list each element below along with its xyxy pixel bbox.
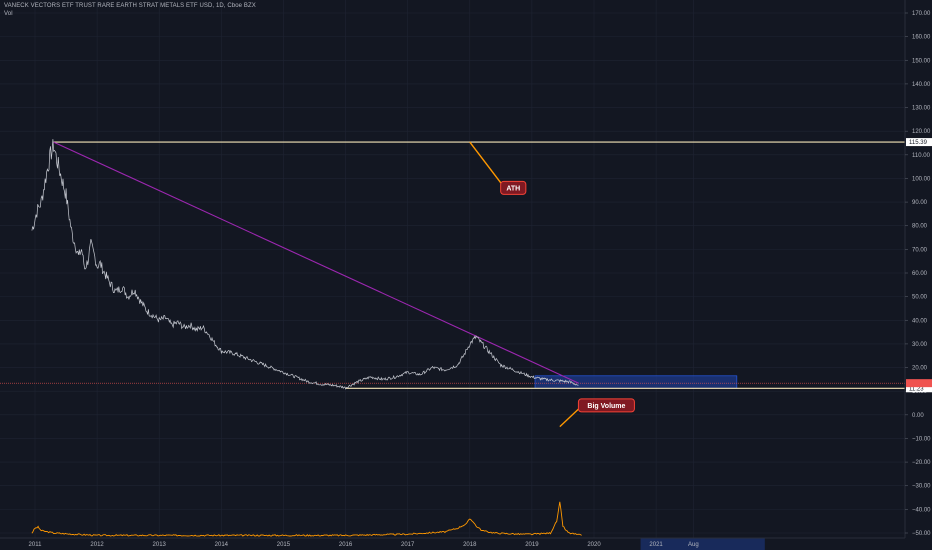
callout-text: Big Volume [587, 403, 625, 410]
price-axis-tick-label: 30.00 [912, 342, 928, 348]
price-axis-tick-label: 50.00 [912, 295, 928, 301]
drawing-annotations[interactable]: ATH Big Volume [469, 141, 635, 428]
range-box-time-highlight [640, 538, 765, 550]
price-axis-tick-label: 20.00 [912, 366, 928, 372]
price-axis-tick-label: −50.00 [912, 531, 931, 537]
price-axis-tick-label: 0.00 [912, 413, 924, 419]
callout-box[interactable] [577, 398, 635, 413]
time-axis-tick-label: 2011 [29, 542, 43, 548]
horizontal-line-price-tag [906, 384, 932, 393]
time-axis-tick-label: 2020 [587, 542, 601, 548]
callout-text: ATH [506, 185, 520, 192]
price-axis-tick-label: 80.00 [912, 224, 928, 230]
time-axis-tick-label: 2017 [401, 542, 415, 548]
horizontal-line-price-label: 115.39 [909, 140, 928, 146]
price-axis-tick-label: 130.00 [912, 106, 931, 112]
price-axis-tick-label: 40.00 [912, 318, 928, 324]
time-axis[interactable]: 2011 2012 2013 2014 2015 2016 2017 2018 2019 2020… [0, 537, 905, 548]
price-axis-tick-label: 90.00 [912, 200, 928, 206]
horizontal-line-price-tag [906, 138, 932, 147]
time-axis-tick-label: 2018 [463, 542, 477, 548]
price-axis-tick-label: −30.00 [912, 484, 931, 490]
price-axis-tick-label: 100.00 [912, 176, 931, 182]
time-axis-tick-label: 2015 [277, 542, 291, 548]
price-axis-tick-label: 170.00 [912, 11, 931, 17]
time-axis-tick-label: 2012 [90, 542, 104, 548]
data-series [31, 139, 582, 537]
callout-box[interactable] [500, 180, 527, 195]
chart-symbol-title[interactable]: VANECK VECTORS ETF TRUST RARE EARTH STRA… [4, 3, 256, 9]
price-axis-tick-label: −10.00 [912, 436, 931, 442]
price-axis-tick-label: 70.00 [912, 247, 928, 253]
price-axis-tick-label: 110.00 [912, 153, 931, 159]
time-axis-tick-label: 2013 [153, 542, 167, 548]
callout-pointer [469, 141, 506, 189]
price-axis-tick-label: 140.00 [912, 82, 931, 88]
volume-series-line [31, 501, 582, 537]
price-series-line [31, 139, 579, 390]
price-axis-tick-label: −40.00 [912, 507, 931, 513]
volume-indicator-label[interactable]: Vol [4, 11, 13, 17]
price-axis[interactable]: 170.00 160.00 150.00 140.00 130.00 120.00 110.… [904, 0, 932, 538]
drawing-shapes [0, 141, 905, 389]
current-price-tag [906, 379, 932, 388]
horizontal-line-price-label: 11.23 [909, 386, 924, 392]
grid-lines [0, 0, 905, 538]
time-axis-tick-label: Aug [688, 542, 699, 548]
time-axis-tick-label: 2014 [215, 542, 229, 548]
time-axis-tick-label: 2019 [525, 542, 539, 548]
price-axis-tick-label: 120.00 [912, 129, 931, 135]
price-axis-tick-label: 150.00 [912, 58, 931, 64]
price-axis-tick-label: 160.00 [912, 35, 931, 41]
price-axis-tick-label: −20.00 [912, 460, 931, 466]
price-axis-tick-label: 60.00 [912, 271, 928, 277]
time-axis-tick-label: 2016 [339, 542, 353, 548]
time-axis-tick-label: 2021 [649, 542, 663, 548]
trendline[interactable] [53, 141, 579, 384]
